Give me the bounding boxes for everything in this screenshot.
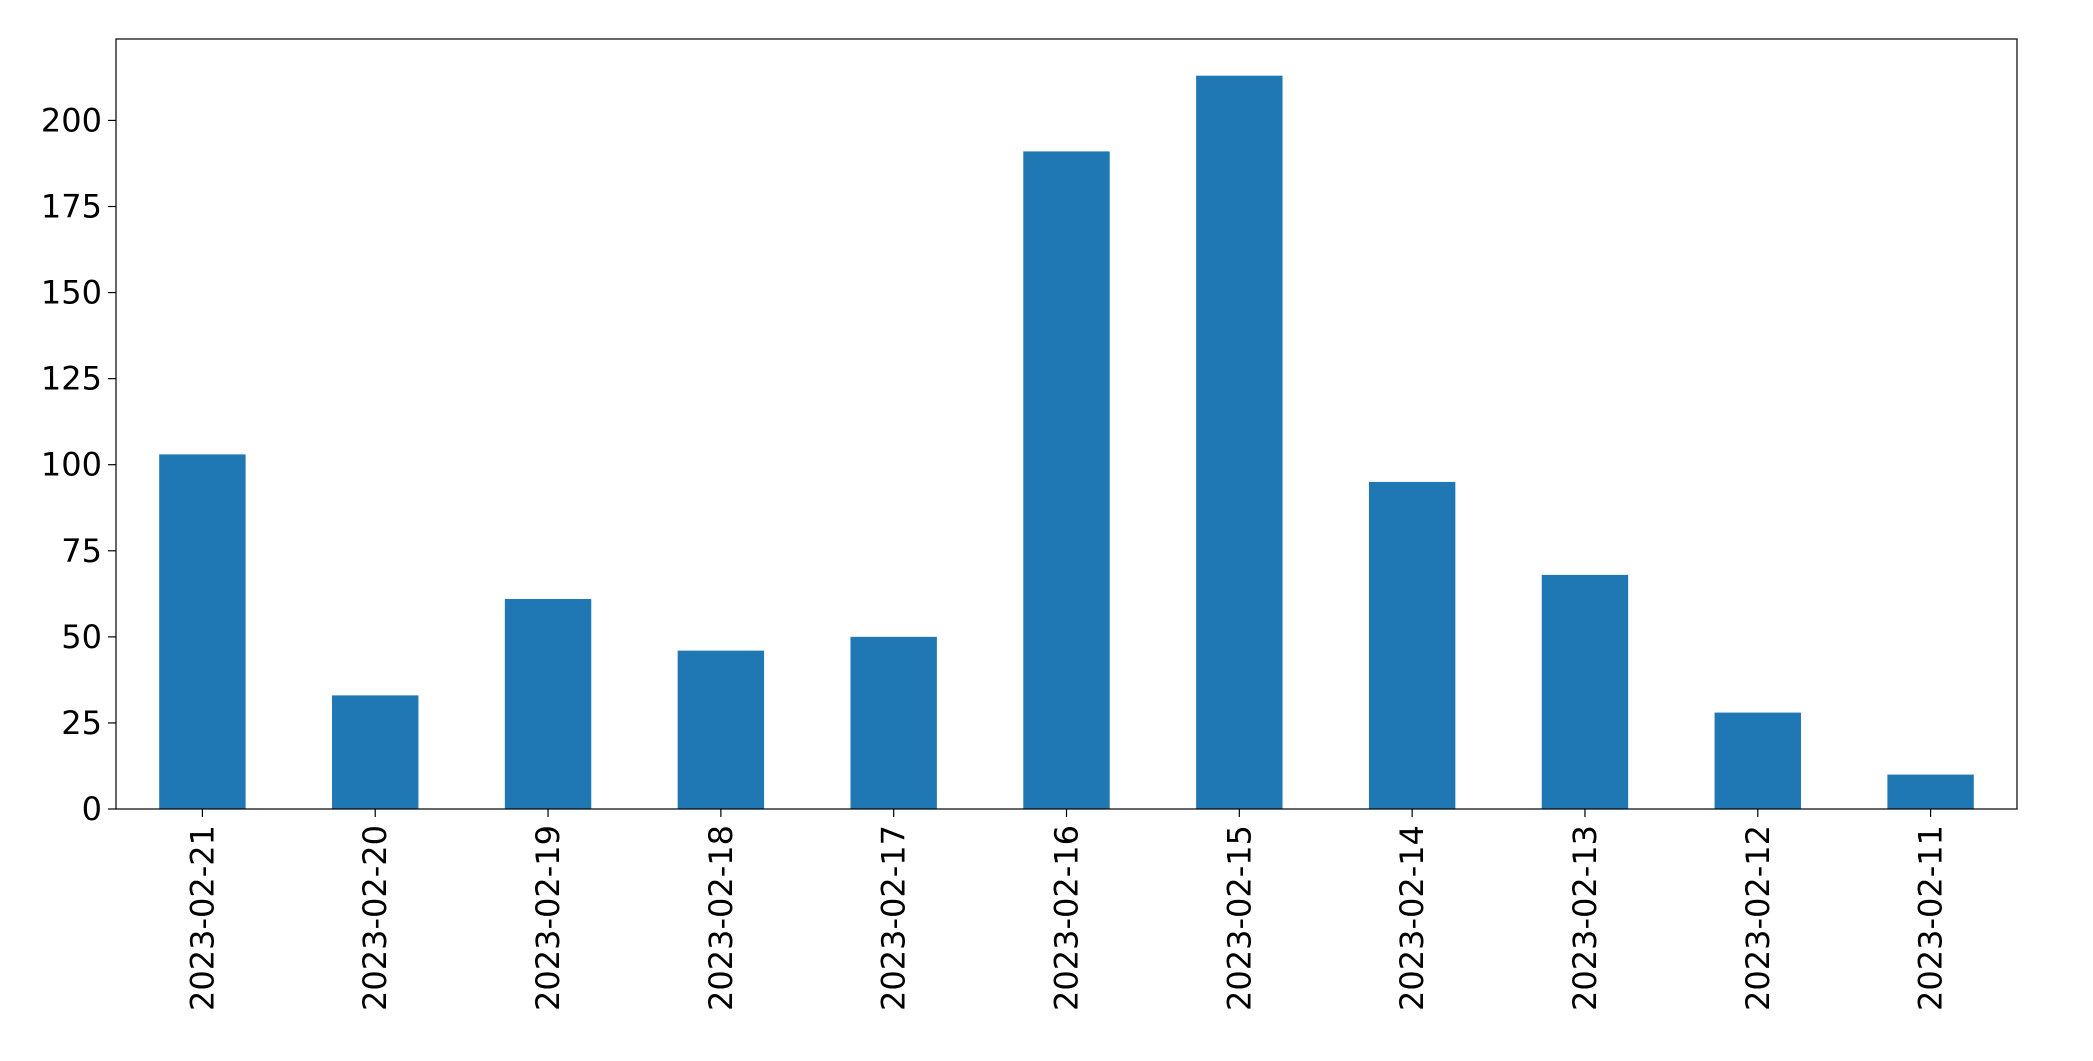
bar <box>1714 712 1801 809</box>
y-tick-label: 100 <box>41 446 102 484</box>
bar <box>1887 774 1974 809</box>
y-tick-label: 75 <box>61 532 102 570</box>
bar <box>1541 574 1629 809</box>
x-tick-label: 2023-02-16 <box>1048 825 1086 1011</box>
bar <box>850 636 937 809</box>
x-tick-label: 2023-02-17 <box>875 825 913 1011</box>
x-tick-label: 2023-02-15 <box>1220 825 1258 1011</box>
y-tick-label: 50 <box>61 618 102 656</box>
bar <box>159 454 246 809</box>
plot-frame <box>115 38 2018 810</box>
bar <box>332 695 419 809</box>
y-tick-label: 125 <box>41 360 102 398</box>
bar <box>504 598 592 809</box>
x-tick-label: 2023-02-18 <box>702 825 740 1011</box>
x-tick-label: 2023-02-21 <box>183 825 221 1011</box>
bar <box>677 650 765 809</box>
y-tick-label: 25 <box>61 704 102 742</box>
bar <box>1196 75 1283 809</box>
y-tick-label: 200 <box>41 101 102 139</box>
x-tick-label: 2023-02-19 <box>529 825 567 1011</box>
bar <box>1368 481 1456 809</box>
y-tick-label: 150 <box>41 274 102 312</box>
x-tick-label: 2023-02-11 <box>1912 825 1950 1011</box>
y-tick-label: 175 <box>41 187 102 225</box>
x-tick-label: 2023-02-20 <box>356 825 394 1011</box>
x-tick-label: 2023-02-14 <box>1393 825 1431 1011</box>
x-tick-label: 2023-02-13 <box>1566 825 1604 1011</box>
y-tick-label: 0 <box>82 790 102 828</box>
x-tick-label: 2023-02-12 <box>1739 825 1777 1011</box>
bar <box>1023 151 1110 809</box>
